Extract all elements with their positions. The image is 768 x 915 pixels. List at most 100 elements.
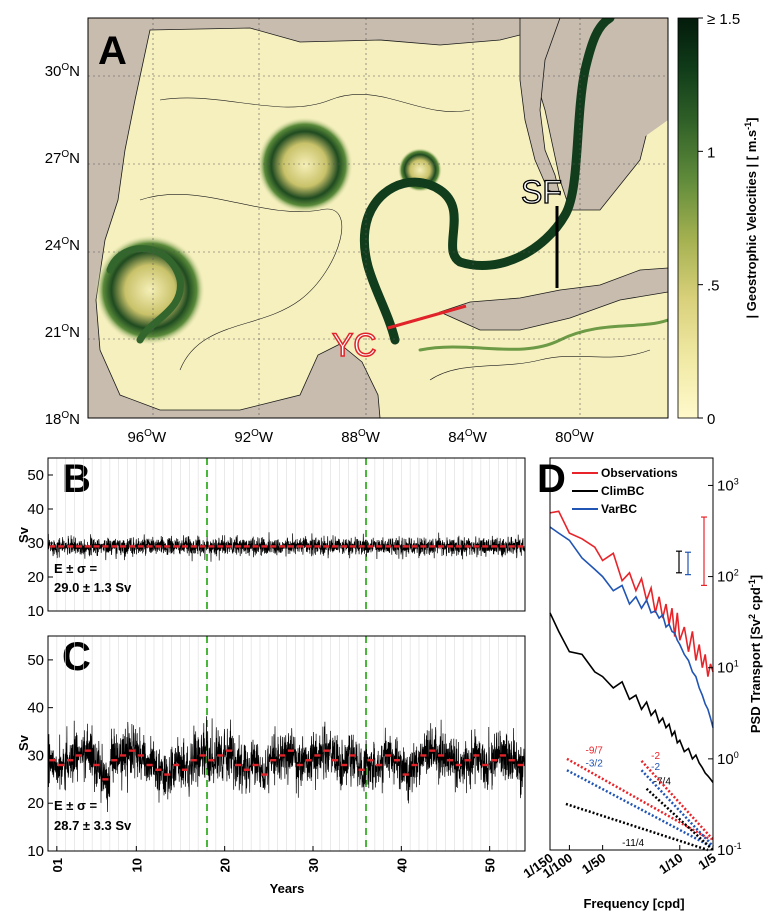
panel-b-annotation-line1: E ± σ = — [54, 561, 98, 576]
y-tick-label: 20 — [27, 795, 44, 812]
colorbar-tick-label: .5 — [707, 278, 720, 295]
panel-d-label: D — [537, 457, 566, 501]
spectrum-varbc — [549, 526, 714, 728]
contour-1 — [139, 194, 343, 371]
bahamas-land — [600, 40, 668, 140]
slope-reference-line — [566, 757, 712, 841]
panel-c-ylabel: Sv — [16, 734, 31, 751]
y-tick-label: 10 — [27, 603, 44, 620]
degree-symbol: O — [572, 428, 580, 439]
panel-d-legend: Observations ClimBC VarBC — [572, 466, 678, 516]
x-tick-label: 01 — [50, 858, 65, 872]
slope-label: -2 — [651, 762, 660, 773]
map-frame — [87, 17, 669, 419]
lon-tick-label: 84OW — [448, 428, 487, 446]
legend-label: Observations — [601, 466, 678, 480]
degree-symbol: O — [61, 62, 69, 73]
slope-label: -11/4 — [622, 838, 644, 849]
y-tick-label: 102 — [717, 568, 739, 586]
slope-label: -9/7 — [586, 745, 604, 756]
colorbar-label: | Geostrophic Velocities | [ m.s-1] — [743, 118, 759, 319]
y-tick-label: 30 — [27, 747, 44, 764]
colorbar-tick-label: ≥ 1.5 — [707, 11, 740, 28]
cuba — [438, 267, 668, 331]
slope-reference-line — [640, 760, 714, 841]
panel-a-label: A — [98, 29, 127, 73]
panel-c-chart: C 10 20 30 40 50 01 10 20 30 40 50 Sv Years E ± σ… — [16, 635, 526, 896]
florida — [519, 18, 561, 196]
lon-tick-label: 96OW — [127, 428, 166, 446]
west-current — [106, 245, 184, 344]
panel-b-annotation-line2: 29.0 ± 1.3 Sv — [54, 580, 132, 595]
panel-b-ylabel: Sv — [16, 526, 31, 543]
panel-c-annotation-line2: 28.7 ± 3.3 Sv — [54, 818, 132, 833]
y-tick-label: 101 — [717, 659, 739, 677]
lon-tick-label: 88OW — [341, 428, 380, 446]
colorbar-tick-label: 1 — [707, 144, 715, 161]
colorbar — [677, 17, 699, 419]
legend-label: ClimBC — [601, 484, 645, 498]
contour-2 — [159, 94, 471, 112]
x-tick-label: 10 — [129, 858, 144, 872]
map-gridlines — [88, 18, 668, 418]
lat-tick-label: 18ON — [45, 410, 80, 428]
y-tick-label: 30 — [27, 535, 44, 552]
lat-tick-labels: 30ON 27ON 24ON 21ON 18ON — [45, 62, 80, 428]
contour-3 — [429, 349, 651, 381]
x-tick-label: 1/5 — [695, 850, 718, 873]
y-tick-label: 20 — [27, 569, 44, 586]
slope-reference-line — [566, 769, 712, 848]
degree-symbol: O — [61, 323, 69, 334]
panel-b-daily-series — [47, 532, 526, 562]
x-tick-label: 1/50 — [579, 850, 608, 877]
slope-reference-line — [565, 802, 709, 852]
y-tick-label: 100 — [717, 750, 739, 768]
eddy-loop — [257, 117, 353, 213]
loop-current — [359, 18, 615, 345]
section-yc-label: YC — [332, 327, 376, 363]
degree-symbol: O — [251, 428, 259, 439]
panel-d-frame — [549, 457, 714, 851]
eddy-west — [95, 235, 205, 345]
y-tick-label: 10-1 — [717, 841, 742, 859]
panel-d-ylabel: PSD Transport [Sv2 cpd-1] — [747, 575, 763, 733]
x-tick-label: 1/10 — [656, 850, 685, 877]
spectrum-climbc — [549, 612, 714, 783]
slope-label: -7/4 — [654, 777, 672, 788]
panel-c-daily-series — [47, 716, 526, 813]
x-tick-label: 20 — [218, 858, 233, 872]
lat-tick-label: 27ON — [45, 149, 80, 167]
slope-reference-line — [645, 787, 714, 851]
panel-b-chart: B 10 20 30 40 50 Sv E ± σ = 29.0 ± 1.3 Sv — [16, 457, 526, 620]
degree-symbol: O — [465, 428, 473, 439]
x-tick-label: 30 — [306, 858, 321, 872]
panel-b-frame — [47, 457, 526, 612]
panel-c-annotation-line1: E ± σ = — [54, 798, 98, 813]
x-tick-label: 50 — [483, 858, 498, 872]
spectrum-observations — [549, 510, 714, 677]
x-tick-label: 40 — [394, 858, 409, 872]
section-sf-label: SF — [521, 174, 562, 210]
y-tick-label: 40 — [27, 501, 44, 518]
y-tick-label: 103 — [717, 476, 739, 494]
section-yc-line — [387, 304, 467, 330]
lon-tick-label: 80OW — [555, 428, 594, 446]
legend-label: VarBC — [601, 502, 637, 516]
slope-label: -2 — [651, 751, 660, 762]
map-panel: A SF YC 30ON 27ON 24ON 21ON 18ON 96OW 92OW 88O… — [45, 11, 759, 446]
colorbar-tick-label: 0 — [707, 411, 715, 428]
lat-tick-label: 24ON — [45, 236, 80, 254]
lat-tick-label: 30ON — [45, 62, 80, 80]
y-tick-label: 50 — [27, 652, 44, 669]
panel-c-frame — [47, 635, 526, 852]
degree-symbol: O — [61, 149, 69, 160]
panel-c-xlabel: Years — [270, 881, 305, 896]
caribbean-current — [418, 318, 668, 352]
degree-symbol: O — [61, 236, 69, 247]
panel-d-xlabel: Frequency [cpd] — [583, 896, 684, 911]
lon-tick-labels: 96OW 92OW 88OW 84OW 80OW — [127, 428, 594, 446]
degree-symbol: O — [61, 410, 69, 421]
panel-b-label: B — [62, 457, 91, 501]
degree-symbol: O — [144, 428, 152, 439]
